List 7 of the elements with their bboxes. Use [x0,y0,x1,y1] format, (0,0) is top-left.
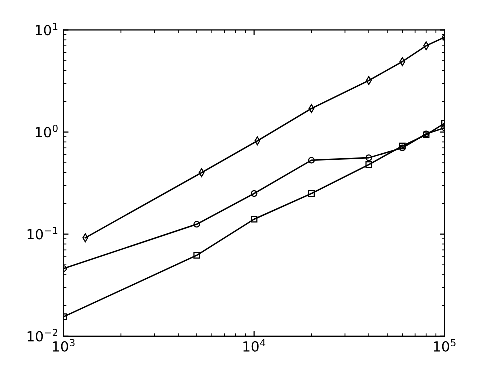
x-tick-label: 10$^{3}$ [53,339,75,352]
y-tick-label: 10$^{−2}$ [28,329,58,342]
y-tick-label: 10$^{1}$ [36,23,58,36]
x-tick-label: 10$^{4}$ [244,339,266,352]
x-tick-label: 10$^{5}$ [434,339,456,352]
y-tick-label: 10$^{0}$ [36,124,58,138]
y-tick-label: 10$^{−1}$ [28,227,58,240]
